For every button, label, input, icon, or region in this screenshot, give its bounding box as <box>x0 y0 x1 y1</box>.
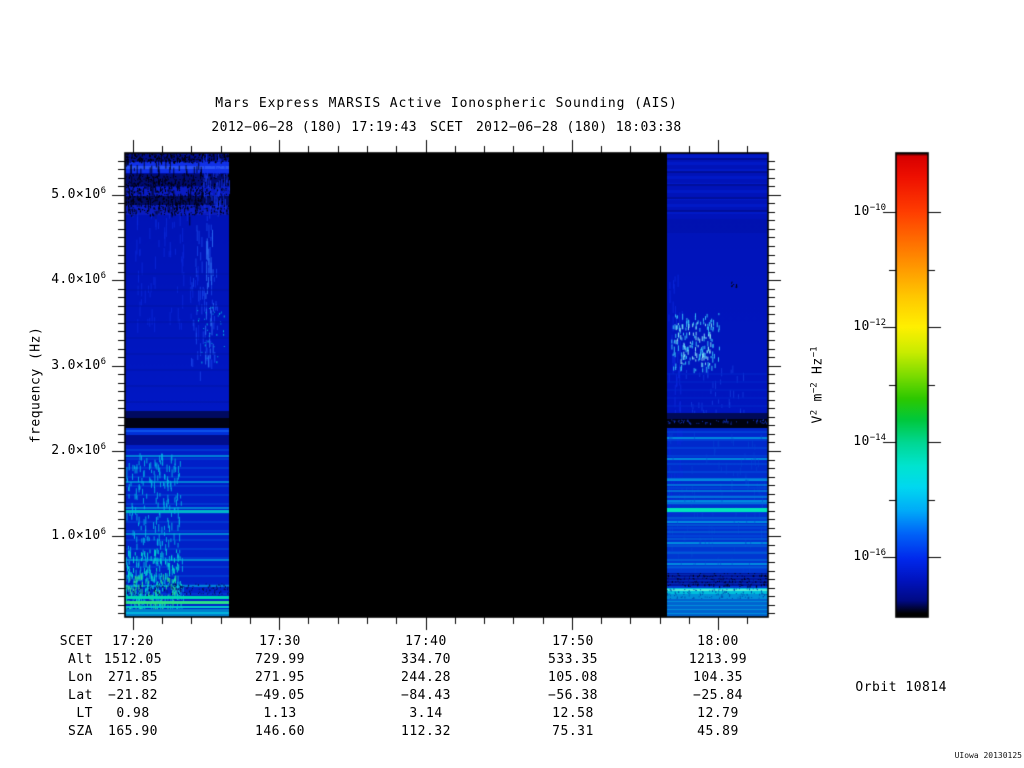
ephemeris-cell: −49.05 <box>255 688 305 703</box>
colorbar-tick-label: 10−10 <box>853 203 886 219</box>
colorbar-title: V2 m−2 Hz−1 <box>809 346 826 424</box>
ephemeris-cell: 17:30 <box>259 634 301 649</box>
plot-header: Mars Express MARSIS Active Ionospheric S… <box>125 96 768 135</box>
scet-stop-time: 2012−06−28 (180) 18:03:38 <box>475 120 682 135</box>
ephemeris-cell: 3.14 <box>409 706 443 721</box>
ephemeris-cell: 17:50 <box>552 634 594 649</box>
ephemeris-cell: 0.98 <box>116 706 150 721</box>
colorbar-tick-label: 10−12 <box>853 318 886 334</box>
ephemeris-cell: 45.89 <box>697 724 739 739</box>
ephemeris-cell: 12.58 <box>552 706 594 721</box>
ephemeris-row-label: Lat <box>68 688 93 703</box>
y-tick-label: 4.0×106 <box>51 271 106 288</box>
ephemeris-cell: 1512.05 <box>103 652 163 667</box>
plot-title: Mars Express MARSIS Active Ionospheric S… <box>215 96 678 111</box>
ephemeris-cell: 729.99 <box>255 652 305 667</box>
y-tick-label: 2.0×106 <box>51 442 106 458</box>
y-tick-label: 1.0×106 <box>51 527 106 544</box>
ephemeris-cell: 165.90 <box>108 724 158 739</box>
ephemeris-cell: 17:20 <box>112 634 154 649</box>
colorbar-tick-label: 10−16 <box>853 548 886 564</box>
ephemeris-row-label: SCET <box>59 634 93 649</box>
plot-subtitle: 2012−06−28 (180) 17:19:43 SCET 2012−06−2… <box>125 120 768 135</box>
ephemeris-row-label: LT <box>76 706 93 721</box>
ephemeris-cell: 17:40 <box>405 634 447 649</box>
ephemeris-cell: 12.79 <box>697 706 739 721</box>
ephemeris-cell: −21.82 <box>108 688 158 703</box>
ephemeris-cell: 104.35 <box>693 670 743 685</box>
ephemeris-cell: 244.28 <box>401 670 451 685</box>
ephemeris-cell: 75.31 <box>552 724 594 739</box>
ephemeris-row-label: Alt <box>68 652 93 667</box>
y-axis-title: frequency (Hz) <box>28 326 44 444</box>
orbit-label: Orbit 10814 <box>855 680 947 695</box>
ephemeris-cell: 105.08 <box>548 670 598 685</box>
scet-start-time: 2012−06−28 (180) 17:19:43 <box>211 120 418 135</box>
ephemeris-cell: −25.84 <box>693 688 743 703</box>
ephemeris-cell: 533.35 <box>548 652 598 667</box>
scet-axis-label: SCET <box>430 120 463 135</box>
ephemeris-cell: 18:00 <box>697 634 739 649</box>
y-tick-label: 5.0×106 <box>51 185 106 202</box>
ephemeris-cell: 1213.99 <box>688 652 748 667</box>
y-tick-label: 3.0×106 <box>51 356 106 373</box>
ephemeris-cell: −84.43 <box>401 688 451 703</box>
ephemeris-row-label: Lon <box>68 670 93 685</box>
ephemeris-cell: 334.70 <box>401 652 451 667</box>
ephemeris-cell: 146.60 <box>255 724 305 739</box>
ephemeris-cell: 1.13 <box>263 706 297 721</box>
ephemeris-cell: −56.38 <box>548 688 598 703</box>
processing-stamp: UIowa 20130125 <box>954 751 1022 760</box>
ephemeris-cell: 271.95 <box>255 670 305 685</box>
colorbar-tick-label: 10−14 <box>853 433 886 449</box>
ephemeris-cell: 112.32 <box>401 724 451 739</box>
ephemeris-row-label: SZA <box>68 724 93 739</box>
ephemeris-cell: 271.85 <box>108 670 158 685</box>
